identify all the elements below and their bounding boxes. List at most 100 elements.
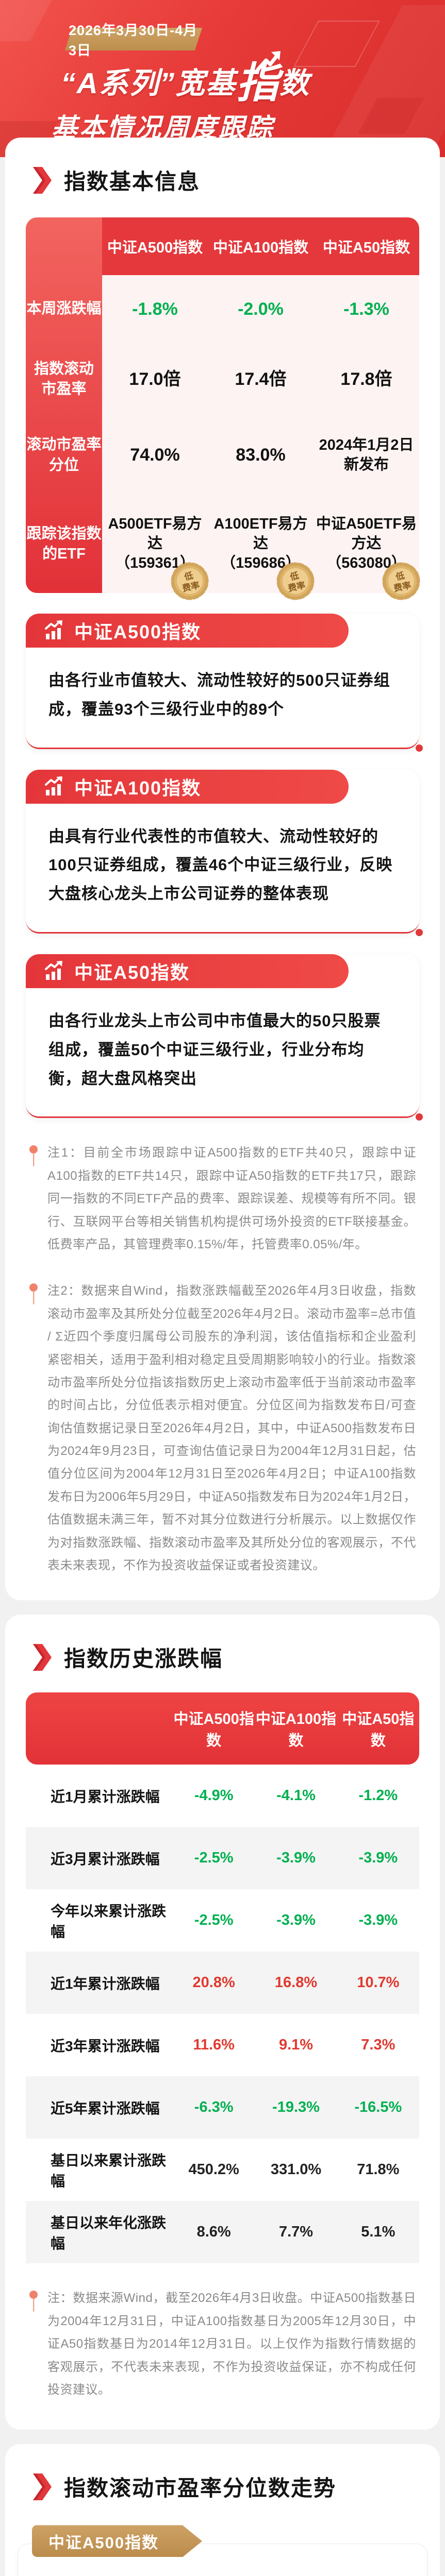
table-cell: 20.8% [192,1974,235,1991]
index-card-description: 由各行业市值较大、流动性较好的500只证券组成，覆盖93个三级行业中的89个 [48,671,390,718]
table-cell: 中证A50ETF易方达 （563080） 低 费率 [314,515,420,600]
basic-info-table: 本周涨跌幅指数滚动 市盈率 滚动市盈率 分位 跟踪该指数 的ETF 中证A500指数… [26,217,420,600]
row-label: 滚动市盈率 分位 [26,436,102,473]
row-label: 本周涨跌幅 [26,300,102,317]
index-card-title: 中证A50指数 [74,961,190,983]
row-label: 近3年累计涨跌幅 [51,2038,160,2054]
table-cell: 7.7% [278,2224,314,2241]
section-title: 指数基本信息 [64,170,201,194]
row-label: 近3月累计涨跌幅 [51,1851,160,1867]
table-cell: -3.9% [276,1850,316,1867]
index-card: 中证A500指数由各行业市值较大、流动性较好的500只证券组成，覆盖93个三级行… [26,614,423,752]
index-card-description: 由具有行业代表性的市值较大、流动性较好的100只证券组成，覆盖46个中证三级行业… [48,827,393,903]
column-header: 中证A100指数 [255,1711,337,1750]
index-card: 中证A50指数由各行业龙头上市公司中市值最大的50只股票组成，覆盖50个中证三级… [26,954,423,1121]
table-cell: -1.8% [132,299,178,319]
date-range-badge: 2026年3月30日-4月3日 [64,23,203,58]
info-note: 注2：数据来自Wind，指数涨跌幅截至2026年4月3日收盘，指数滚动市盈率及其… [29,1280,416,1577]
pe-percentile-card: 指数滚动市盈率分位数走势 中证A500指数0%20%40%60%80%100%2… [5,2444,440,2576]
chart-line-icon [45,620,62,639]
index-card-header: 中证A100指数 [26,769,349,804]
table-cell: 83.0% [236,445,286,465]
table-cell: -3.9% [276,1912,316,1929]
table-cell: 17.8倍 [340,369,392,389]
table-corner-spacer [26,217,102,275]
table-cell: 331.0% [270,2161,322,2178]
card-end-dot [416,744,423,752]
table-row: 近3月累计涨跌幅 -2.5% -3.9% -3.9% [26,1827,419,1890]
index-card-header: 中证A500指数 [26,614,349,648]
low-fee-seal-icon: 低 费率 [382,562,420,600]
index-card-description: 由各行业龙头上市公司中市值最大的50只股票组成，覆盖50个中证三级行业，行业分布… [48,1011,381,1088]
pin-icon [29,1145,38,1167]
row-label: 基日以来累计涨跌幅 [51,2152,167,2189]
table-row: 近1年累计涨跌幅 20.8% 16.8% 10.7% [26,1952,419,2014]
table-row: 近5年累计涨跌幅 -6.3% -19.3% -16.5% [26,2076,419,2139]
charts-container: 中证A500指数0%20%40%60%80%100%2004-122006-08… [5,2525,440,2576]
table-cell: -4.9% [194,1787,234,1804]
index-card-title: 中证A500指数 [74,621,202,642]
basic-info-notes: 注1：目前全市场跟踪中证A500指数的ETF共40只，跟踪中证A100指数的ET… [5,1142,440,1577]
table-cell: 8.6% [196,2224,231,2241]
section-header-basic-info: 指数基本信息 [5,138,440,200]
table-row: 基日以来累计涨跌幅 450.2% 331.0% 71.8% [26,2139,419,2201]
history-column-headers: 中证A500指数 中证A100指数 中证A50指数 [26,1692,419,1765]
low-fee-seal-icon: 低 费率 [171,562,209,600]
table-cell: 7.3% [361,2037,395,2054]
row-label: 指数滚动 市盈率 [34,360,94,397]
history-card: 指数历史涨跌幅 中证A500指数 中证A100指数 中证A50指数 近1月累计涨跌幅… [5,1615,440,2430]
decorative-shape [0,0,63,41]
table-cell: A500ETF易方达 （159361） 低 费率 [102,515,209,600]
chevron-icon [33,166,52,194]
table-cell: 2024年1月2日 新发布 [319,436,414,473]
section-header-history: 指数历史涨跌幅 [5,1615,440,1677]
note-text: 注2：数据来自Wind，指数涨跌幅截至2026年4月3日收盘，指数滚动市盈率及其… [47,1284,416,1573]
low-fee-seal-icon: 低 费率 [276,562,315,600]
chevron-icon [33,1643,52,1671]
table-cell: 17.0倍 [129,369,181,389]
table-cell: -19.3% [272,2099,320,2116]
table-cell: -2.5% [194,1850,234,1867]
table-cell: -2.0% [238,299,284,319]
row-label: 跟踪该指数 的ETF [26,525,102,562]
card-end-dot [416,928,423,936]
up-arrow-icon [256,51,281,72]
basic-info-table-body: -1.8% -2.0% -1.3% 17.0倍 17.4倍 17.8倍 74.0% 83.0%… [102,275,420,600]
table-cell: 17.4倍 [235,369,287,389]
table-row: 近3年累计涨跌幅 11.6% 9.1% 7.3% [26,2014,419,2076]
table-row: 近1月累计涨跌幅 -4.9% -4.1% -1.2% [26,1765,419,1827]
info-note: 注1：目前全市场跟踪中证A500指数的ETF共40只，跟踪中证A100指数的ET… [29,1142,416,1256]
svg-text:低: 低 [394,570,406,582]
page-subtitle: 基本情况周度跟踪 [52,113,274,142]
row-label: 今年以来累计涨跌幅 [51,1903,167,1940]
index-card: 中证A100指数由具有行业代表性的市值较大、流动性较好的100只证券组成，覆盖4… [26,769,423,936]
table-row: 74.0% 83.0% 2024年1月2日 新发布 [102,415,419,495]
pin-icon [29,1283,38,1305]
date-range-text: 2026年3月30日-4月3日 [69,23,198,58]
column-header: 中证A500指数 [107,240,203,256]
table-cell: 71.8% [357,2161,400,2178]
card-end-dot [416,1113,423,1121]
index-card-title: 中证A100指数 [74,777,202,799]
index-description-cards: 中证A500指数由各行业市值较大、流动性较好的500只证券组成，覆盖93个三级行… [5,614,440,1121]
history-note: 注：数据来源Wind，截至2026年4月3日收盘。中证A500指数基日为2004… [29,2287,416,2401]
table-cell: 11.6% [193,2037,235,2054]
row-label: 近1月累计涨跌幅 [51,1788,160,1805]
basic-info-row-labels: 本周涨跌幅指数滚动 市盈率 滚动市盈率 分位 跟踪该指数 的ETF [26,217,102,593]
section-header-pe: 指数滚动市盈率分位数走势 [5,2444,440,2506]
row-label: 近5年累计涨跌幅 [51,2100,160,2116]
page-title: “A系列”宽基指数 [61,51,310,105]
index-card-header: 中证A50指数 [26,954,349,988]
table-row: 今年以来累计涨跌幅 -2.5% -3.9% -3.9% [26,1889,419,1952]
table-cell: -4.1% [276,1787,316,1804]
basic-info-column-headers: 中证A500指数 中证A100指数 中证A50指数 [102,217,419,275]
chevron-icon [33,2473,52,2500]
history-table: 中证A500指数 中证A100指数 中证A50指数 近1月累计涨跌幅 -4.9% -4.… [26,1692,419,2264]
table-row: A500ETF易方达 （159361） 低 费率 A100ETF易方达 （159… [102,495,420,600]
table-cell: -2.5% [194,1912,234,1929]
table-cell: -6.3% [194,2099,234,2116]
section-title: 指数滚动市盈率分位数走势 [64,2476,337,2501]
note-text: 注：数据来源Wind，截至2026年4月3日收盘。中证A500指数基日为2004… [47,2291,416,2397]
chart-line-icon [45,960,62,980]
column-header: 中证A50指数 [322,240,410,256]
